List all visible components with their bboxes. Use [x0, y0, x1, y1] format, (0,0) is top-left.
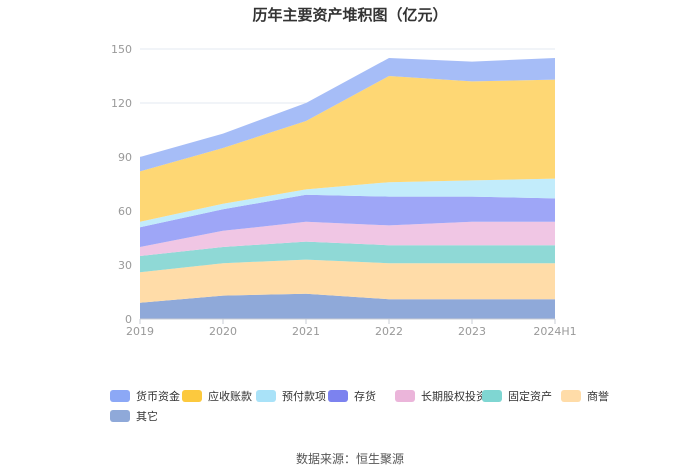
legend-item[interactable]: 存货: [328, 388, 376, 404]
legend-swatch: [482, 390, 502, 402]
area-series-预付款项: [140, 178, 555, 228]
legend-item[interactable]: 应收账款: [182, 388, 252, 404]
legend-label: 长期股权投资: [421, 390, 487, 403]
x-tick-label: 2019: [126, 325, 154, 338]
legend-item[interactable]: 其它: [110, 408, 158, 424]
legend-label: 商誉: [587, 390, 609, 403]
y-tick-label: 120: [111, 97, 132, 110]
area-series-固定资产: [140, 241, 555, 273]
legend-swatch: [256, 390, 276, 402]
x-tick-label: 2020: [209, 325, 237, 338]
legend-label: 存货: [354, 390, 376, 403]
y-tick-label: 90: [118, 151, 132, 164]
legend-label: 其它: [136, 410, 158, 423]
legend-swatch: [395, 390, 415, 402]
legend-label: 货币资金: [136, 390, 180, 403]
legend-label: 固定资产: [508, 390, 552, 403]
area-series-货币资金: [140, 58, 555, 172]
x-tick-label: 2021: [292, 325, 320, 338]
source-note: 数据来源：恒生聚源: [295, 452, 404, 466]
area-series-长期股权投资: [140, 221, 555, 256]
y-tick-label: 150: [111, 43, 132, 56]
legend-item[interactable]: 长期股权投资: [395, 388, 487, 404]
area-series-其它: [140, 293, 555, 319]
legend-label: 应收账款: [208, 390, 252, 403]
x-tick-label: 2024H1: [533, 325, 576, 338]
legend-swatch: [561, 390, 581, 402]
legend-item[interactable]: 货币资金: [110, 388, 180, 404]
legend-label: 预付款项: [282, 390, 326, 403]
legend-item[interactable]: 固定资产: [482, 388, 552, 404]
area-series-商誉: [140, 259, 555, 303]
y-tick-label: 0: [125, 313, 132, 326]
chart-title: 历年主要资产堆积图（亿元）: [252, 6, 448, 24]
x-tick-label: 2023: [458, 325, 486, 338]
legend-swatch: [182, 390, 202, 402]
legend-item[interactable]: 预付款项: [256, 388, 326, 404]
legend-swatch: [110, 410, 130, 422]
area-series-存货: [140, 194, 555, 247]
y-tick-label: 60: [118, 205, 132, 218]
x-tick-label: 2022: [375, 325, 403, 338]
legend-swatch: [328, 390, 348, 402]
legend-swatch: [110, 390, 130, 402]
y-tick-label: 30: [118, 259, 132, 272]
area-series-应收账款: [140, 76, 555, 222]
legend-item[interactable]: 商誉: [561, 388, 609, 404]
